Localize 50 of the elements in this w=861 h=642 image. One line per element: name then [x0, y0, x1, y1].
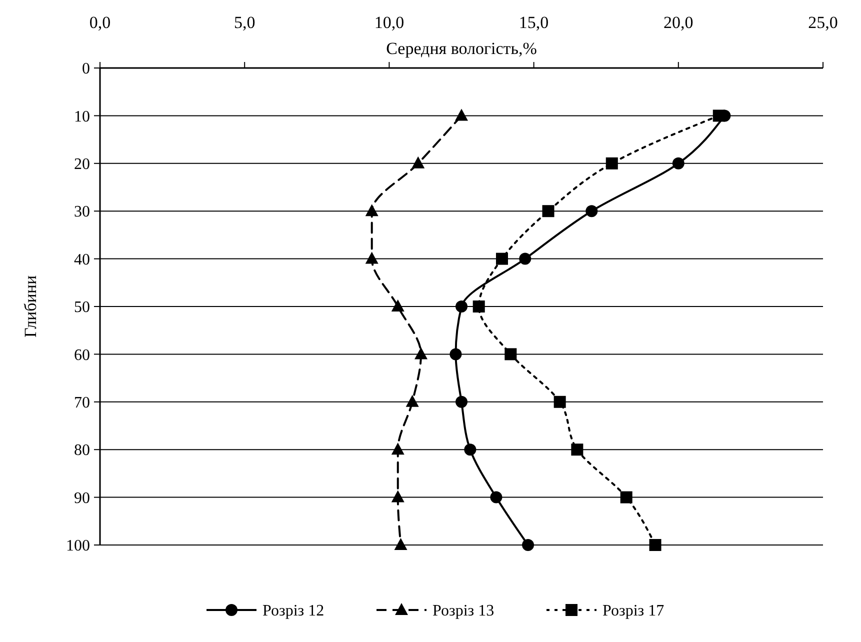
- point: [571, 444, 584, 456]
- point: [554, 396, 566, 408]
- point: [391, 442, 404, 455]
- point: [606, 157, 618, 170]
- point: [406, 394, 419, 407]
- legend-label: Розріз 12: [262, 602, 324, 620]
- y-tick-label: 40: [74, 251, 90, 268]
- point: [391, 300, 404, 312]
- y-tick-label: 50: [74, 299, 90, 316]
- y-tick-label: 70: [74, 394, 90, 412]
- x-axis-title: Середня вологість,%: [386, 39, 537, 58]
- x-tick-label: 10,0: [374, 13, 404, 32]
- point: [620, 491, 632, 504]
- legend-label: Розріз 17: [602, 602, 664, 620]
- x-tick-label: 0,0: [89, 13, 111, 32]
- point: [412, 156, 425, 168]
- point: [391, 490, 404, 502]
- point: [456, 396, 468, 408]
- point: [672, 157, 684, 170]
- y-tick-label: 90: [74, 490, 90, 507]
- point: [394, 538, 408, 550]
- y-axis-title: Глибини: [21, 275, 40, 338]
- y-tick-label: 30: [74, 204, 90, 221]
- x-tick-label: 20,0: [664, 13, 694, 32]
- y-tick-label: 100: [66, 538, 90, 555]
- point: [455, 108, 468, 121]
- point: [450, 348, 462, 360]
- point: [542, 205, 554, 218]
- point: [414, 347, 428, 360]
- y-tick-label: 80: [74, 442, 90, 460]
- y-tick-label: 10: [74, 108, 90, 126]
- point: [522, 539, 534, 551]
- x-tick-label: 15,0: [518, 13, 549, 32]
- point: [496, 252, 508, 265]
- legend-label: Розріз 13: [432, 602, 494, 620]
- y-tick-label: 20: [74, 156, 90, 173]
- point: [490, 491, 502, 504]
- point: [519, 252, 532, 265]
- x-tick-label: 25,0: [808, 13, 838, 32]
- point: [649, 539, 662, 551]
- point: [365, 204, 378, 216]
- point: [456, 300, 468, 312]
- x-tick-label: 5,0: [234, 13, 256, 32]
- point: [472, 300, 485, 312]
- point: [464, 444, 476, 456]
- y-tick-label: 0: [82, 60, 90, 78]
- point: [504, 348, 517, 360]
- point: [365, 252, 378, 264]
- point: [586, 205, 598, 218]
- y-tick-label: 60: [74, 346, 90, 364]
